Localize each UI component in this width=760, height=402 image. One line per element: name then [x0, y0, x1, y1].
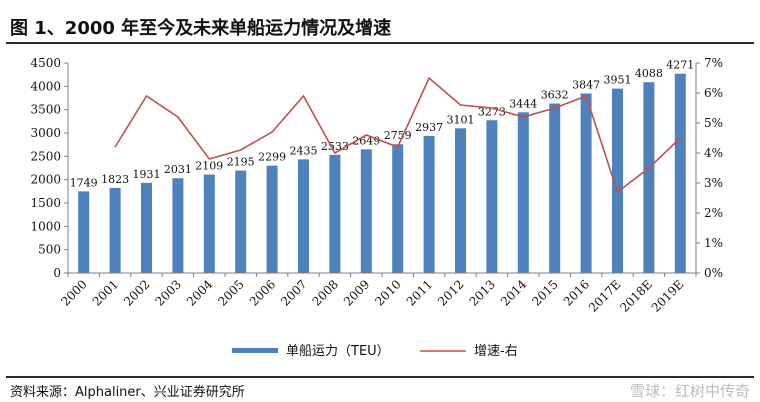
bar-2001	[109, 187, 121, 273]
bar-label-2018E: 4088	[635, 67, 663, 80]
x-tick-label-2007: 2007	[278, 277, 309, 308]
right-tick-label: 5%	[704, 116, 723, 130]
legend: 单船运力（TEU） 增速-右	[232, 344, 518, 359]
left-tick-label: 1500	[30, 196, 61, 210]
left-tick-label: 1000	[30, 219, 61, 233]
bar-label-2003: 2031	[164, 163, 192, 176]
bar-2002	[141, 182, 152, 273]
bar-2004	[203, 174, 215, 273]
bar-label-2002: 1931	[133, 168, 161, 181]
bar-label-2015: 3632	[541, 89, 569, 102]
growth-line	[114, 76, 681, 194]
x-tick-label-2019E: 2019E	[649, 277, 687, 315]
left-tick-label: 3000	[30, 126, 61, 140]
bar-2015	[549, 103, 561, 273]
bar-2014	[517, 112, 529, 273]
left-tick-label: 0	[53, 266, 61, 280]
source-note: 资料来源：Alphaliner、兴业证券研究所	[10, 385, 245, 400]
bar-label-2005: 2195	[227, 156, 255, 169]
right-tick-label: 2%	[704, 206, 723, 220]
x-tick-label-2005: 2005	[215, 277, 246, 308]
x-tick-label-2018E: 2018E	[617, 277, 655, 315]
x-tick-label-2006: 2006	[247, 277, 278, 308]
bar-label-2014: 3444	[509, 97, 537, 110]
x-tick-label-2000: 2000	[58, 277, 89, 308]
x-tick-label-2003: 2003	[153, 277, 184, 308]
x-tick-label-2008: 2008	[310, 277, 341, 308]
x-tick-label-2010: 2010	[372, 277, 403, 308]
bar-2003	[172, 178, 184, 273]
bar-2000	[78, 191, 90, 273]
x-tick-label-2017E: 2017E	[586, 277, 624, 315]
chart-title: 图 1、2000 年至今及未来单船运力情况及增速	[10, 18, 392, 39]
bar-label-2013: 3273	[478, 105, 506, 118]
right-tick-label: 7%	[704, 56, 723, 70]
title-rule	[6, 42, 754, 44]
bar-2012	[455, 128, 466, 273]
left-tick-label: 2500	[30, 149, 61, 163]
right-tick-label: 4%	[704, 146, 723, 160]
x-tick-label-2004: 2004	[184, 277, 216, 309]
bar-label-2016: 3847	[572, 78, 600, 91]
bar-2019E	[674, 73, 686, 273]
left-tick-label: 2000	[30, 173, 61, 187]
x-tick-label-2015: 2015	[529, 277, 560, 308]
bar-label-2008: 2533	[321, 140, 349, 153]
x-tick-label-2011: 2011	[404, 277, 435, 308]
bar-2005	[235, 170, 247, 273]
bar-2006	[266, 165, 278, 273]
bar-label-2017E: 3951	[604, 74, 632, 87]
bar-label-2007: 2435	[290, 144, 318, 157]
x-tick-label-2013: 2013	[467, 277, 498, 308]
axes	[67, 63, 697, 274]
watermark: 雪球：红树中传奇	[629, 382, 750, 400]
left-tick-label: 500	[38, 243, 61, 257]
bar-data-labels: 1749 1823 1931 2031 2109 2195 2299 2435 2533 2649…	[70, 59, 695, 190]
bar-label-2012: 3101	[447, 113, 475, 126]
left-tick-label: 4500	[30, 56, 61, 70]
x-tick-label-2012: 2012	[435, 277, 466, 308]
right-tick-label: 3%	[704, 176, 723, 190]
x-tick-label-2002: 2002	[121, 277, 152, 308]
left-tick-label: 3500	[30, 103, 61, 117]
right-tick-label: 1%	[704, 236, 723, 250]
bar-label-2019E: 4271	[666, 59, 694, 72]
right-tick-label: 6%	[704, 86, 723, 100]
bar-2013	[486, 120, 498, 273]
bar-2007	[298, 159, 309, 273]
bar-label-2010: 2759	[384, 129, 412, 142]
right-tick-label: 0%	[704, 266, 723, 280]
bar-2016	[580, 93, 592, 274]
bar-label-2001: 1823	[101, 173, 129, 186]
x-axis-ticks: 2000 2001 2002 2003 2004 2005 2006 2007 2008 2009…	[58, 273, 697, 315]
right-axis-ticks: 0% 1% 2% 3% 4% 5% 6% 7%	[696, 56, 723, 280]
bar-2017E	[612, 88, 623, 274]
left-tick-label: 4000	[30, 79, 61, 93]
legend-swatch-bar	[232, 348, 278, 353]
growth-line-series	[114, 76, 681, 194]
bar-2010	[392, 144, 404, 273]
left-axis-ticks: 0 500 1000 1500 2000 2500 3000 3500 4000 4500	[30, 56, 68, 280]
x-tick-label-2001: 2001	[90, 277, 121, 308]
source-rule	[6, 376, 754, 378]
x-tick-label-2014: 2014	[498, 277, 530, 309]
bar-label-2004: 2109	[195, 160, 223, 173]
bar-2008	[329, 154, 341, 273]
bar-series	[78, 73, 686, 274]
bar-label-2000: 1749	[70, 176, 98, 189]
bar-label-2011: 2937	[415, 121, 443, 134]
bar-label-2006: 2299	[258, 151, 286, 164]
x-tick-label-2009: 2009	[341, 277, 372, 308]
bar-2011	[423, 135, 435, 273]
legend-label-line: 增速-右	[474, 344, 518, 359]
bar-2009	[360, 149, 372, 273]
legend-label-bar: 单船运力（TEU）	[286, 344, 390, 359]
bar-2018E	[643, 82, 655, 273]
